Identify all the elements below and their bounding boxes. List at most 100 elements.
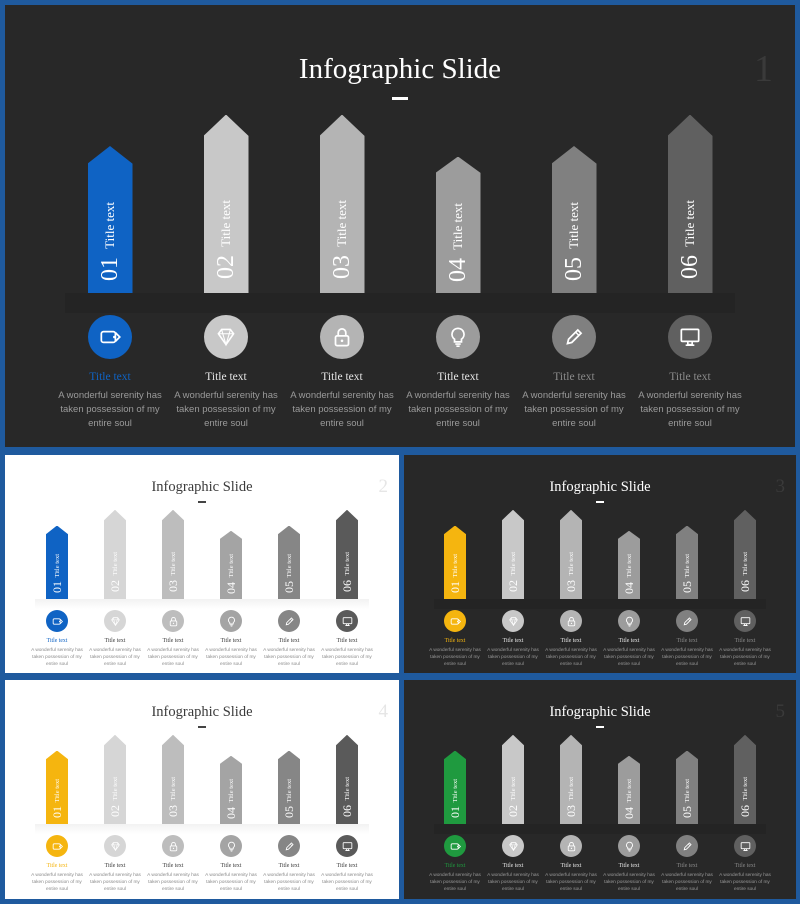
arrow-number: 05 xyxy=(679,581,694,594)
arrow-bar: Title text 01 xyxy=(45,525,69,599)
arrow-title-label: Title text xyxy=(509,552,517,576)
arrow-text: Title text 06 xyxy=(734,552,757,591)
arrow-bar: Title text 04 xyxy=(435,156,481,293)
icon-circle[interactable] xyxy=(676,610,698,632)
arrow-bar: Title text 03 xyxy=(161,734,185,824)
icon-circle[interactable] xyxy=(104,610,126,632)
arrow-title-label: Title text xyxy=(567,552,575,576)
arrow-number: 03 xyxy=(165,579,180,592)
arrow-number: 02 xyxy=(107,804,122,817)
slide-4[interactable]: Infographic Slide 4 Title text 01 Title text… xyxy=(5,680,399,899)
arrow-text: Title text 04 xyxy=(618,779,641,818)
slide-3[interactable]: Infographic Slide 3 Title text 01 Title text… xyxy=(404,455,796,673)
arrow-number: 02 xyxy=(212,254,239,279)
item-title: Title text xyxy=(162,863,184,869)
arrow-bar: Title text 06 xyxy=(335,734,359,824)
item-description: A wonderful serenity has taken possessio… xyxy=(89,648,141,667)
tag-icon xyxy=(449,615,462,628)
arrow-text: Title text 02 xyxy=(204,200,249,279)
slide-number: 5 xyxy=(775,701,786,722)
arrow-title-label: Title text xyxy=(227,554,235,578)
icon-circle[interactable] xyxy=(444,835,466,857)
icon-circle[interactable] xyxy=(278,835,300,857)
item-column: Title text 04 Title text A wonderful sereni… xyxy=(400,5,516,447)
icon-circle[interactable] xyxy=(444,610,466,632)
icon-circle[interactable] xyxy=(162,610,184,632)
icon-circle[interactable] xyxy=(336,835,358,857)
item-title: Title text xyxy=(336,863,358,869)
item-column: Title text 05 Title text A wonderful sereni… xyxy=(516,5,632,447)
icon-circle[interactable] xyxy=(560,835,582,857)
item-column: Title text 01 Title text A wonderful sereni… xyxy=(426,455,484,673)
slide-2[interactable]: Infographic Slide 2 Title text 01 Title text… xyxy=(5,455,399,673)
icon-circle[interactable] xyxy=(552,315,596,359)
item-column: Title text 06 Title text A wonderful sereni… xyxy=(716,680,774,899)
pencil-icon xyxy=(681,615,694,628)
icon-circle[interactable] xyxy=(88,315,132,359)
item-column: Title text 03 Title text A wonderful sereni… xyxy=(542,680,600,899)
icon-circle[interactable] xyxy=(734,610,756,632)
arrow-bar: Title text 04 xyxy=(219,530,243,599)
arrow-bar: Title text 02 xyxy=(501,509,525,599)
icon-circle[interactable] xyxy=(204,315,248,359)
arrow-text: Title text 05 xyxy=(676,779,699,818)
arrow-title-label: Title text xyxy=(682,199,697,247)
item-title: Title text xyxy=(104,638,126,644)
item-column: Title text 02 Title text A wonderful sereni… xyxy=(86,455,144,673)
arrow-bar: Title text 06 xyxy=(667,114,713,293)
title-underline xyxy=(198,726,206,728)
icon-circle[interactable] xyxy=(320,315,364,359)
item-title: Title text xyxy=(278,863,300,869)
arrow-number: 01 xyxy=(49,581,64,594)
icon-circle[interactable] xyxy=(618,610,640,632)
item-title: Title text xyxy=(618,638,640,644)
slide-5[interactable]: Infographic Slide 5 Title text 01 Title text… xyxy=(404,680,796,899)
icon-circle[interactable] xyxy=(104,835,126,857)
icon-circle[interactable] xyxy=(278,610,300,632)
icon-circle[interactable] xyxy=(668,315,712,359)
arrow-number: 05 xyxy=(281,581,296,594)
diamond-icon xyxy=(109,615,122,628)
lock-icon xyxy=(565,615,578,628)
icon-circle[interactable] xyxy=(46,610,68,632)
arrow-number: 05 xyxy=(281,806,296,819)
icon-circle[interactable] xyxy=(162,835,184,857)
arrow-bar: Title text 05 xyxy=(277,525,301,599)
arrow-number: 06 xyxy=(339,579,354,592)
slide-title: Infographic Slide xyxy=(549,704,651,720)
icon-circle[interactable] xyxy=(676,835,698,857)
icon-circle[interactable] xyxy=(618,835,640,857)
arrow-bar: Title text 01 xyxy=(443,525,467,599)
icon-circle[interactable] xyxy=(336,610,358,632)
item-column: Title text 04 Title text A wonderful sereni… xyxy=(202,455,260,673)
icon-circle[interactable] xyxy=(46,835,68,857)
icon-circle[interactable] xyxy=(502,835,524,857)
arrow-bar: Title text 03 xyxy=(559,734,583,824)
icon-circle[interactable] xyxy=(220,610,242,632)
arrow-baseline xyxy=(35,824,369,834)
arrow-number: 04 xyxy=(621,581,636,594)
slide-1[interactable]: Infographic Slide 1 Title text 01 Title text… xyxy=(5,5,795,447)
item-title: Title text xyxy=(220,863,242,869)
icon-circle[interactable] xyxy=(220,835,242,857)
arrow-text: Title text 03 xyxy=(162,777,185,816)
monitor-icon xyxy=(341,615,354,628)
item-title: Title text xyxy=(162,638,184,644)
arrow-bar: Title text 06 xyxy=(733,509,757,599)
item-description: A wonderful serenity has taken possessio… xyxy=(263,648,315,667)
item-title: Title text xyxy=(46,638,68,644)
arrow-text: Title text 06 xyxy=(336,777,359,816)
item-description: A wonderful serenity has taken possessio… xyxy=(406,390,510,429)
icon-circle[interactable] xyxy=(502,610,524,632)
arrow-number: 05 xyxy=(679,806,694,819)
item-description: A wonderful serenity has taken possessio… xyxy=(205,873,257,892)
item-column: Title text 02 Title text A wonderful sereni… xyxy=(484,455,542,673)
arrow-baseline xyxy=(434,599,766,609)
icon-circle[interactable] xyxy=(560,610,582,632)
icon-circle[interactable] xyxy=(436,315,480,359)
icon-circle[interactable] xyxy=(734,835,756,857)
arrow-text: Title text 02 xyxy=(502,552,525,591)
arrow-baseline xyxy=(434,824,766,834)
item-title: Title text xyxy=(444,863,466,869)
lock-icon xyxy=(167,615,180,628)
